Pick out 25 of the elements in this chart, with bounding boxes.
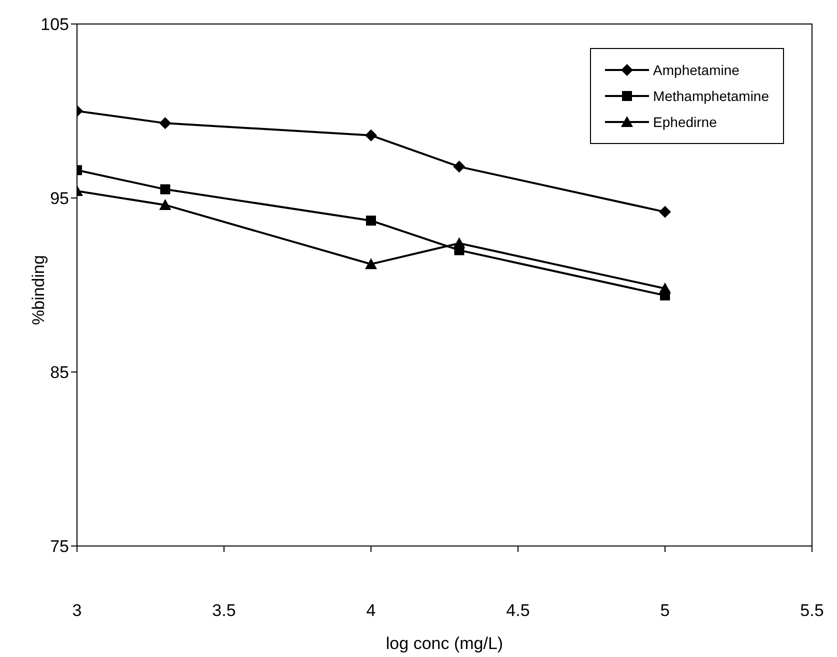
- point: [159, 198, 172, 210]
- point: [159, 117, 172, 130]
- y-axis-title: %binding: [29, 255, 48, 325]
- x-tick-label: 3: [72, 601, 82, 620]
- point: [366, 216, 376, 226]
- legend-label: Ephedirne: [653, 114, 717, 130]
- x-tick-label: 4: [366, 601, 376, 620]
- x-tick-label: 5: [660, 601, 670, 620]
- x-axis-title: log conc (mg/L): [386, 634, 504, 653]
- legend-label: Methamphetamine: [653, 88, 769, 104]
- point: [365, 129, 377, 142]
- point: [659, 282, 671, 294]
- x-tick-label: 4.5: [506, 601, 530, 620]
- x-tick-label: 3.5: [212, 601, 236, 620]
- point: [453, 237, 466, 248]
- point: [365, 258, 377, 270]
- y-tick-label: 85: [50, 363, 69, 382]
- y-tick-label: 105: [40, 15, 69, 34]
- legend-label: Amphetamine: [653, 62, 740, 78]
- point: [453, 160, 466, 173]
- x-tick-label: 5.5: [800, 601, 824, 620]
- y-tick-label: 95: [50, 189, 69, 208]
- point: [160, 184, 170, 194]
- point: [659, 206, 671, 218]
- y-tick-label: 75: [50, 537, 69, 556]
